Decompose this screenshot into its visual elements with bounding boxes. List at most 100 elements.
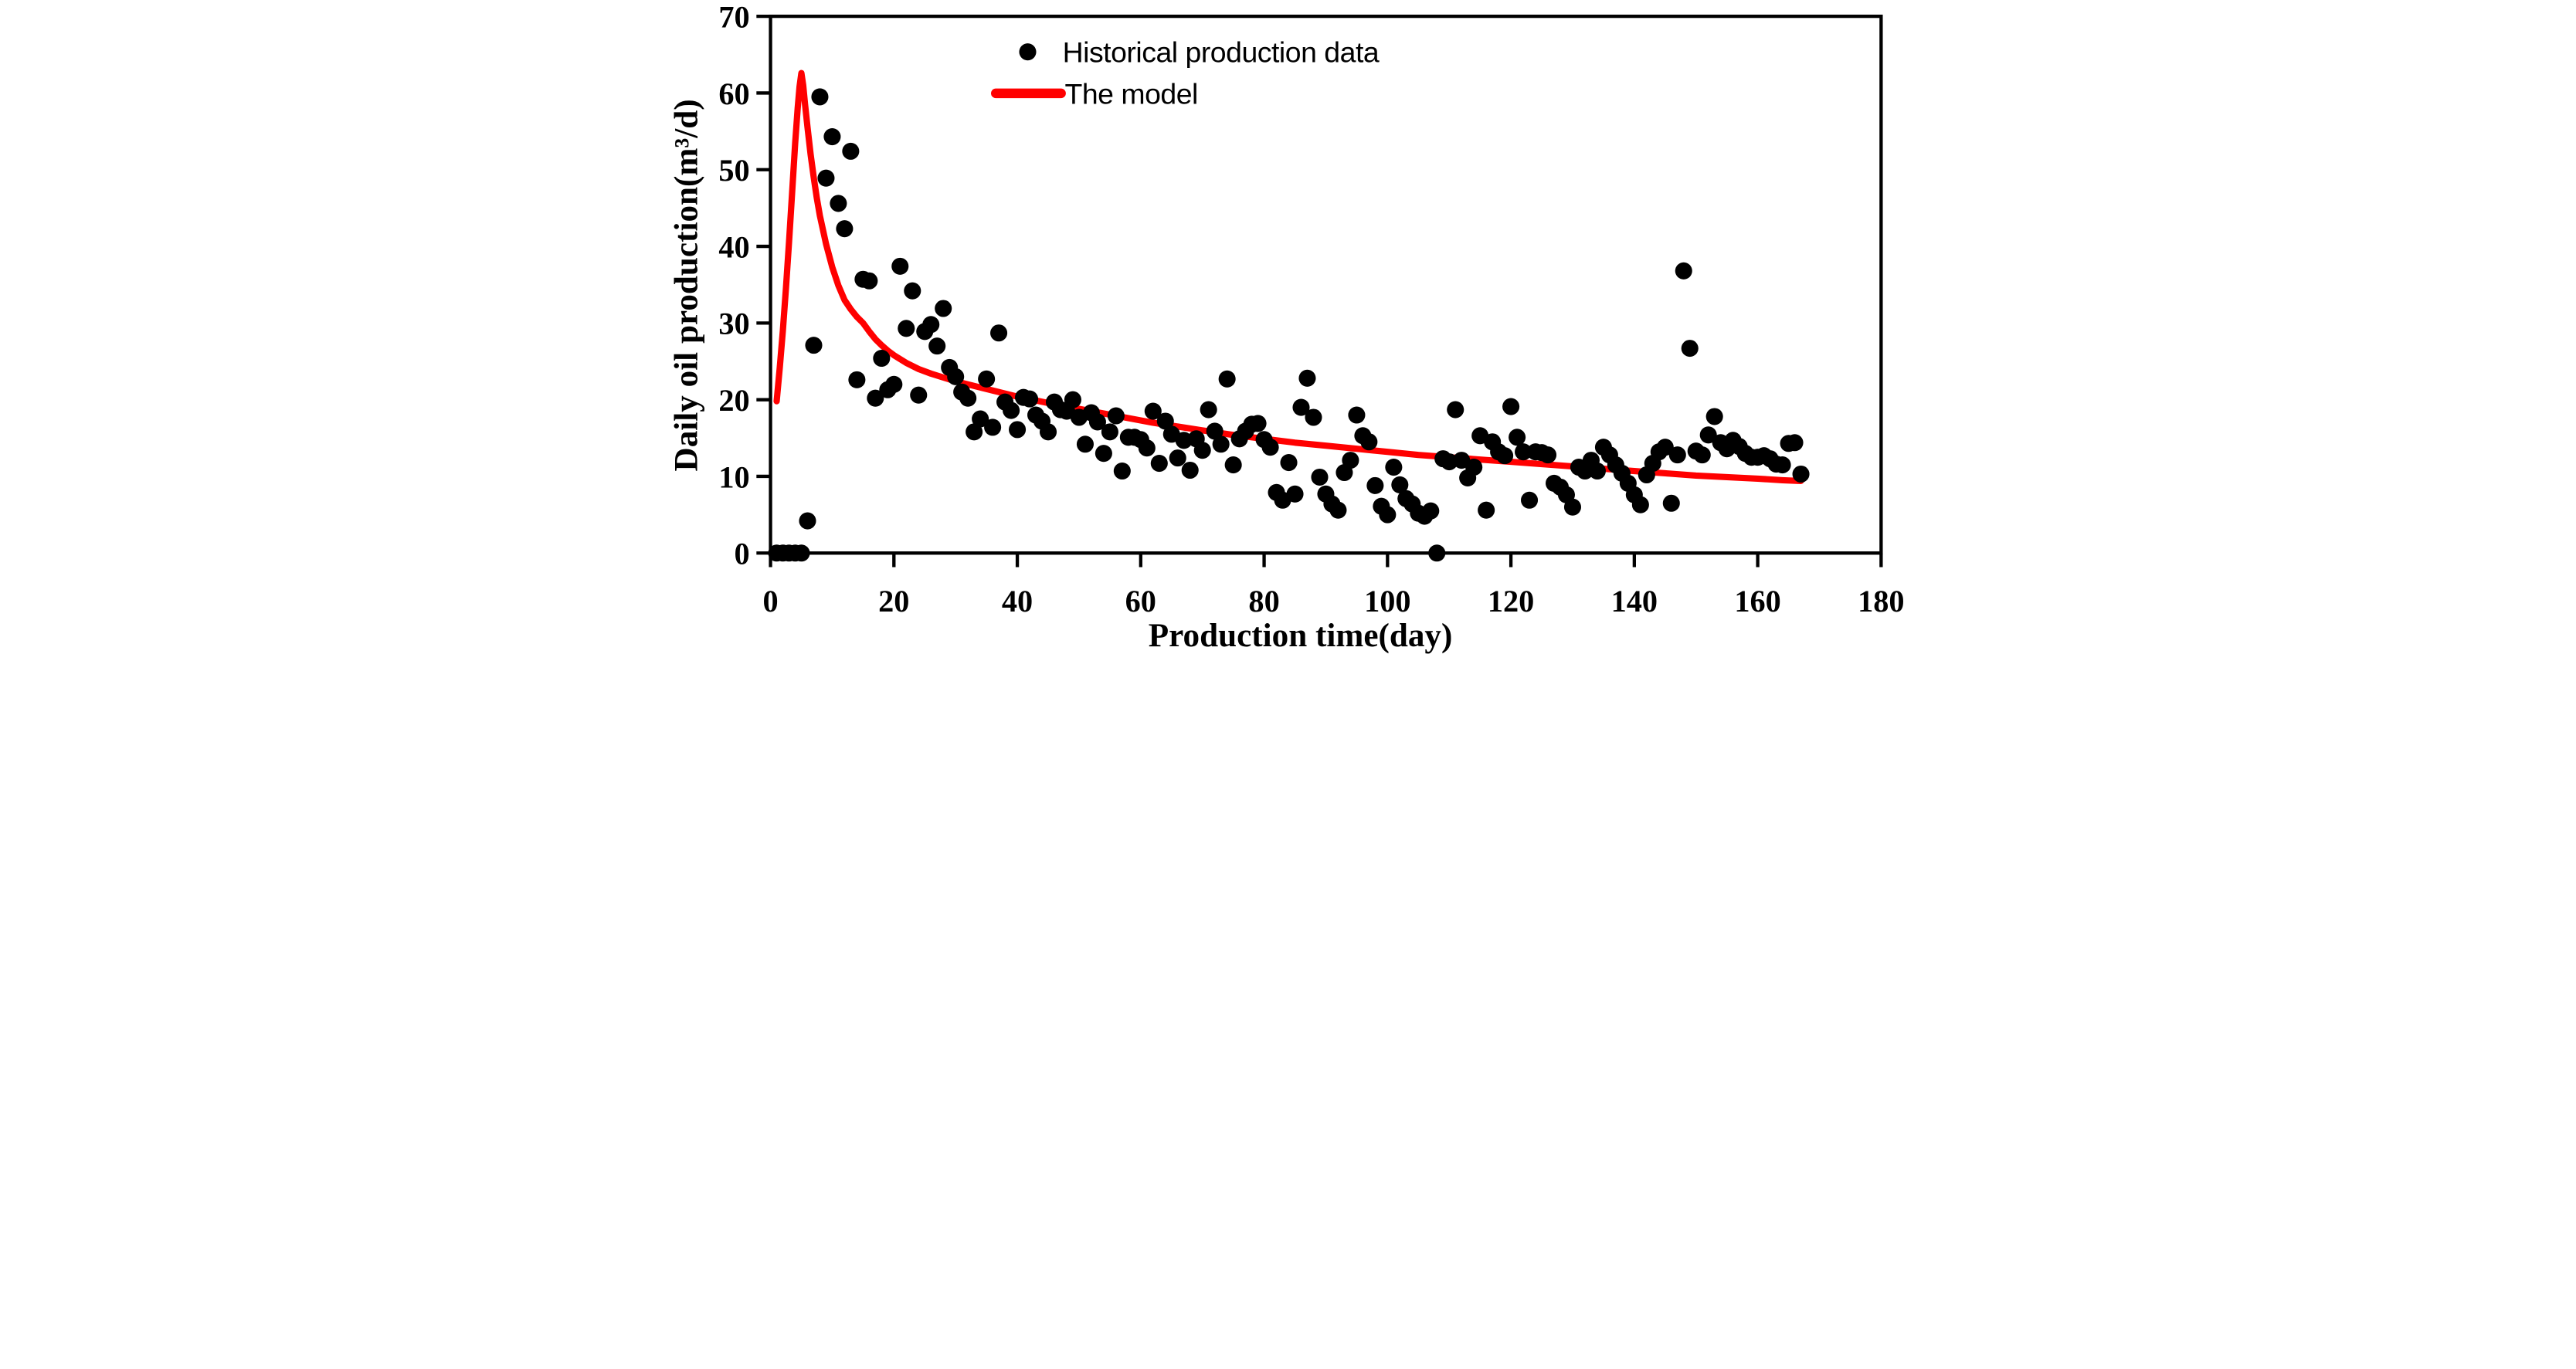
legend-label-historical: Historical production data [1062, 36, 1379, 69]
chart-figure: 0 20 40 60 80 100 120 140 160 180 0 10 20 30 40 50 60 70 … [670, 0, 1906, 657]
production-chart: 0 20 40 60 80 100 120 140 160 180010203040506070 … [670, 0, 1906, 657]
scatter-point [1693, 446, 1711, 464]
scatter-point [1773, 456, 1791, 474]
x-tick-label: 40 [1001, 584, 1032, 618]
scatter-point [860, 272, 877, 290]
scatter-point [1144, 402, 1162, 420]
scatter-point [891, 257, 908, 275]
scatter-point [1175, 432, 1193, 449]
scatter-point [798, 512, 816, 530]
scatter-point [1464, 459, 1482, 476]
scatter-point [1150, 455, 1168, 473]
y-tick-label: 0 [734, 537, 749, 571]
scatter-point [1588, 462, 1606, 480]
x-tick-label: 140 [1610, 584, 1657, 618]
plot-frame [768, 14, 1883, 555]
scatter-point [1310, 468, 1329, 486]
y-tick-label: 70 [718, 0, 749, 35]
scatter-point [1668, 446, 1686, 464]
scatter-point [1378, 506, 1396, 524]
scatter-point [928, 337, 945, 355]
scatter-point [1563, 498, 1581, 516]
y-tick-label: 40 [718, 229, 749, 264]
scatter-point [835, 220, 853, 238]
scatter-point [1786, 434, 1804, 452]
scatter-point [977, 370, 995, 388]
y-tick-label: 30 [718, 307, 749, 341]
x-tick-label: 120 [1487, 584, 1533, 618]
scatter-point [829, 195, 847, 212]
scatter-point [1249, 415, 1267, 432]
scatter-point [971, 410, 989, 428]
scatter-point [1705, 408, 1723, 425]
scatter-point [1101, 423, 1118, 441]
scatter-point [1304, 408, 1322, 426]
scatter-point [1169, 449, 1186, 467]
scatter-point [897, 320, 915, 337]
scatter-point [1181, 461, 1199, 479]
scatter-point [903, 282, 921, 300]
scatter-point [946, 368, 964, 385]
scatter-point [1427, 544, 1445, 562]
scatter-point [847, 371, 865, 388]
scatter-point [1792, 465, 1810, 483]
scatter-point [1113, 462, 1131, 480]
x-tick-label: 180 [1858, 584, 1904, 618]
scatter-point [983, 418, 1001, 436]
scatter-point [810, 88, 828, 106]
scatter-points [767, 88, 1810, 562]
legend-label-model: The model [1064, 77, 1197, 110]
scatter-point [1156, 412, 1174, 430]
scatter-point [1662, 494, 1680, 512]
scatter-point [1039, 423, 1057, 441]
scatter-point [1366, 476, 1383, 494]
scatter-point [872, 349, 890, 368]
scatter-point [1020, 390, 1038, 408]
scatter-point [934, 300, 952, 317]
x-tick-label: 60 [1125, 584, 1156, 618]
y-tick-label: 60 [718, 76, 749, 111]
scatter-point [1341, 452, 1359, 469]
scatter-point [1514, 443, 1532, 461]
scatter-point [1138, 439, 1156, 457]
scatter-point [1206, 422, 1224, 440]
x-tick-label: 80 [1248, 584, 1279, 618]
x-axis-title: Production time(day) [1148, 618, 1452, 654]
scatter-point [823, 127, 840, 146]
x-tick-label: 20 [878, 584, 909, 618]
scatter-point [866, 389, 884, 407]
y-tick-label: 10 [718, 459, 749, 494]
scatter-point [1193, 442, 1211, 459]
scatter-point [1421, 502, 1439, 520]
scatter-point [1008, 421, 1026, 439]
legend: Historical production data The model [990, 36, 1380, 110]
scatter-point [1520, 491, 1538, 509]
scatter-point [804, 337, 823, 354]
scatter-point [1095, 445, 1112, 463]
scatter-point [884, 375, 902, 393]
scatter-point [1107, 407, 1125, 425]
scatter-point [1212, 435, 1230, 453]
scatter-point [1508, 429, 1526, 446]
scatter-point [1631, 496, 1649, 513]
scatter-point [1329, 501, 1346, 519]
x-tick-label: 160 [1734, 584, 1780, 618]
scatter-point [816, 169, 834, 187]
y-axis-title: Daily oil production(m³/d) [670, 99, 705, 471]
scatter-point [1699, 426, 1717, 444]
scatter-point [1218, 370, 1236, 388]
scatter-point [1502, 398, 1519, 415]
scatter-point [1539, 446, 1556, 464]
x-tick-label: 0 [762, 584, 778, 618]
scatter-point [965, 423, 983, 441]
scatter-point [1446, 401, 1464, 418]
axis-ticks [755, 14, 1883, 568]
scatter-point [1390, 476, 1408, 493]
scatter-point [989, 324, 1007, 342]
scatter-point [1298, 369, 1316, 387]
scatter-point [1359, 433, 1377, 451]
scatter-point [1675, 262, 1692, 280]
legend-historical-dot-icon [1018, 43, 1037, 61]
scatter-point [1261, 439, 1279, 456]
y-tick-label: 20 [718, 383, 749, 418]
